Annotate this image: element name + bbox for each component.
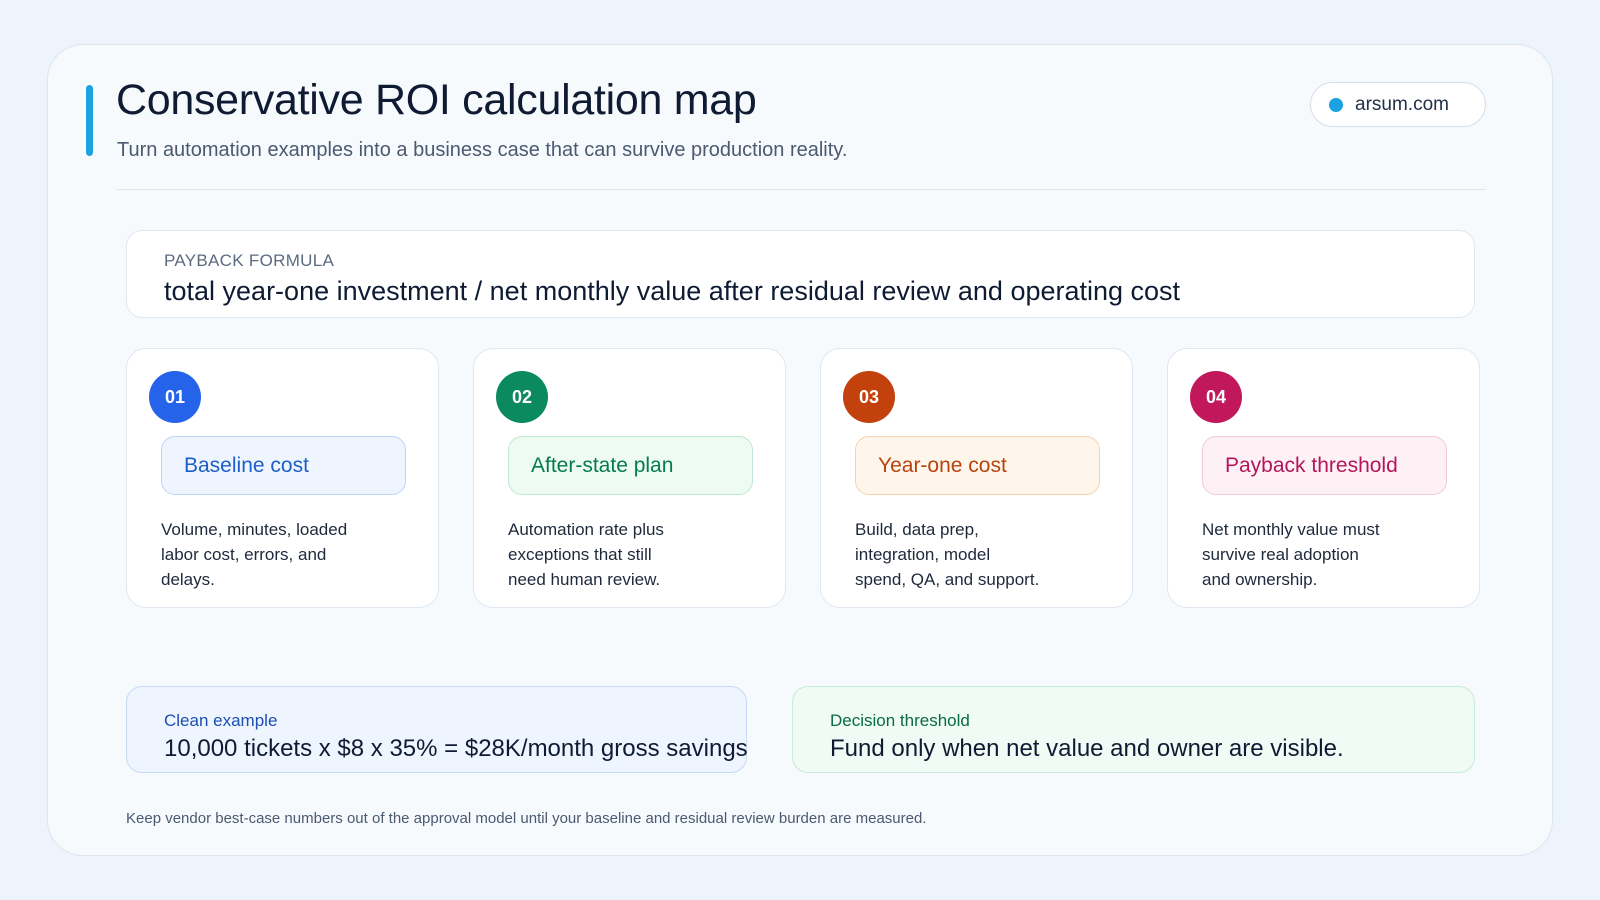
step-description-line: Net monthly value must bbox=[1202, 520, 1380, 539]
clean-example-panel: Clean example 10,000 tickets x $8 x 35% … bbox=[126, 686, 748, 773]
step-number-badge: 02 bbox=[496, 371, 548, 423]
page-title: Conservative ROI calculation map bbox=[116, 76, 757, 124]
footnote: Keep vendor best-case numbers out of the… bbox=[126, 810, 927, 827]
header-divider bbox=[116, 189, 1486, 190]
step-title-pill: After-state plan bbox=[508, 436, 753, 495]
step-description-line: need human review. bbox=[508, 570, 661, 589]
step-description-line: Automation rate plus bbox=[508, 520, 664, 539]
site-badge-label: arsum.com bbox=[1355, 93, 1449, 115]
site-badge[interactable]: arsum.com bbox=[1310, 82, 1486, 127]
step-description-line: integration, model bbox=[855, 545, 991, 564]
step-number-badge: 01 bbox=[149, 371, 201, 423]
step-card-baseline-cost: 01 Baseline cost Volume, minutes, loaded… bbox=[126, 348, 439, 608]
step-description-line: labor cost, errors, and bbox=[161, 545, 327, 564]
status-dot-icon bbox=[1329, 97, 1343, 112]
decision-threshold-panel: Decision threshold Fund only when net va… bbox=[792, 686, 1475, 773]
decision-threshold-text: Fund only when net value and owner are v… bbox=[830, 735, 1344, 762]
step-number-badge: 04 bbox=[1190, 371, 1242, 423]
step-description-line: exceptions that still bbox=[508, 545, 652, 564]
step-description: Net monthly value must survive real adop… bbox=[1202, 517, 1452, 592]
step-title-pill: Year-one cost bbox=[855, 436, 1100, 495]
clean-example-label: Clean example bbox=[164, 711, 278, 730]
page-subtitle: Turn automation examples into a business… bbox=[117, 139, 848, 161]
step-card-year-one-cost: 03 Year-one cost Build, data prep, integ… bbox=[820, 348, 1133, 608]
payback-formula-panel: PAYBACK FORMULA total year-one investmen… bbox=[126, 230, 1475, 318]
clean-example-text: 10,000 tickets x $8 x 35% = $28K/month g… bbox=[164, 735, 748, 762]
step-description-line: and ownership. bbox=[1202, 570, 1318, 589]
step-description-line: survive real adoption bbox=[1202, 545, 1359, 564]
step-description-line: Build, data prep, bbox=[855, 520, 979, 539]
step-description-line: spend, QA, and support. bbox=[855, 570, 1040, 589]
step-card-after-state-plan: 02 After-state plan Automation rate plus… bbox=[473, 348, 786, 608]
step-card-payback-threshold: 04 Payback threshold Net monthly value m… bbox=[1167, 348, 1480, 608]
title-accent-bar bbox=[86, 85, 93, 156]
step-title-pill: Payback threshold bbox=[1202, 436, 1447, 495]
step-title-pill: Baseline cost bbox=[161, 436, 406, 495]
decision-threshold-label: Decision threshold bbox=[830, 711, 970, 730]
step-description: Build, data prep, integration, model spe… bbox=[855, 517, 1105, 592]
formula-text: total year-one investment / net monthly … bbox=[164, 276, 1181, 306]
step-description: Volume, minutes, loaded labor cost, erro… bbox=[161, 517, 411, 592]
step-description-line: delays. bbox=[161, 570, 215, 589]
formula-label: PAYBACK FORMULA bbox=[164, 251, 335, 270]
step-description-line: Volume, minutes, loaded bbox=[161, 520, 348, 539]
step-number-badge: 03 bbox=[843, 371, 895, 423]
step-description: Automation rate plus exceptions that sti… bbox=[508, 517, 758, 592]
